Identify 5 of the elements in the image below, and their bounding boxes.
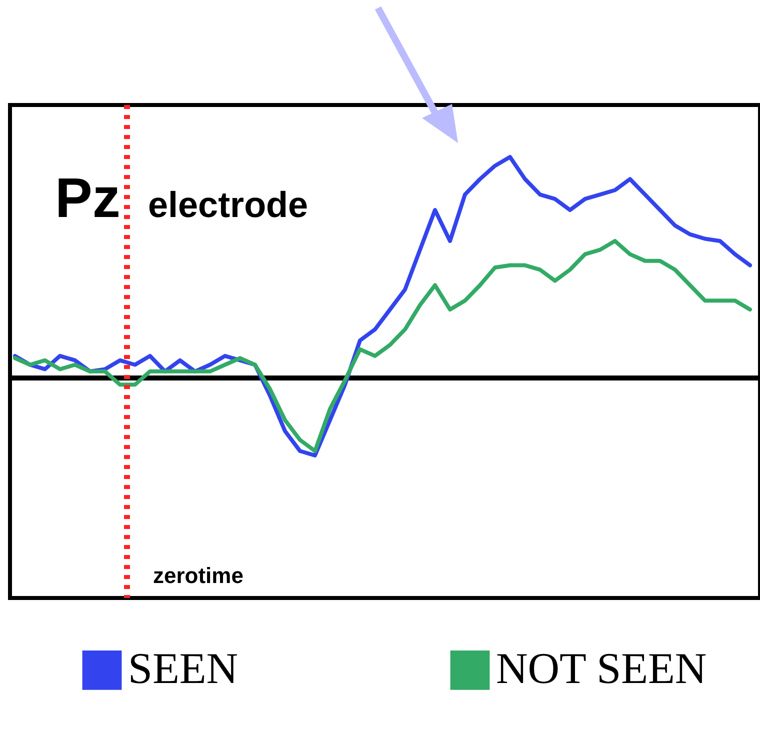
legend-label: NOT SEEN [496,644,707,694]
text: electrode [148,184,308,225]
legend-label: SEEN [128,644,238,694]
chart-title: Pz [55,166,120,229]
text: zerotime [153,563,244,588]
